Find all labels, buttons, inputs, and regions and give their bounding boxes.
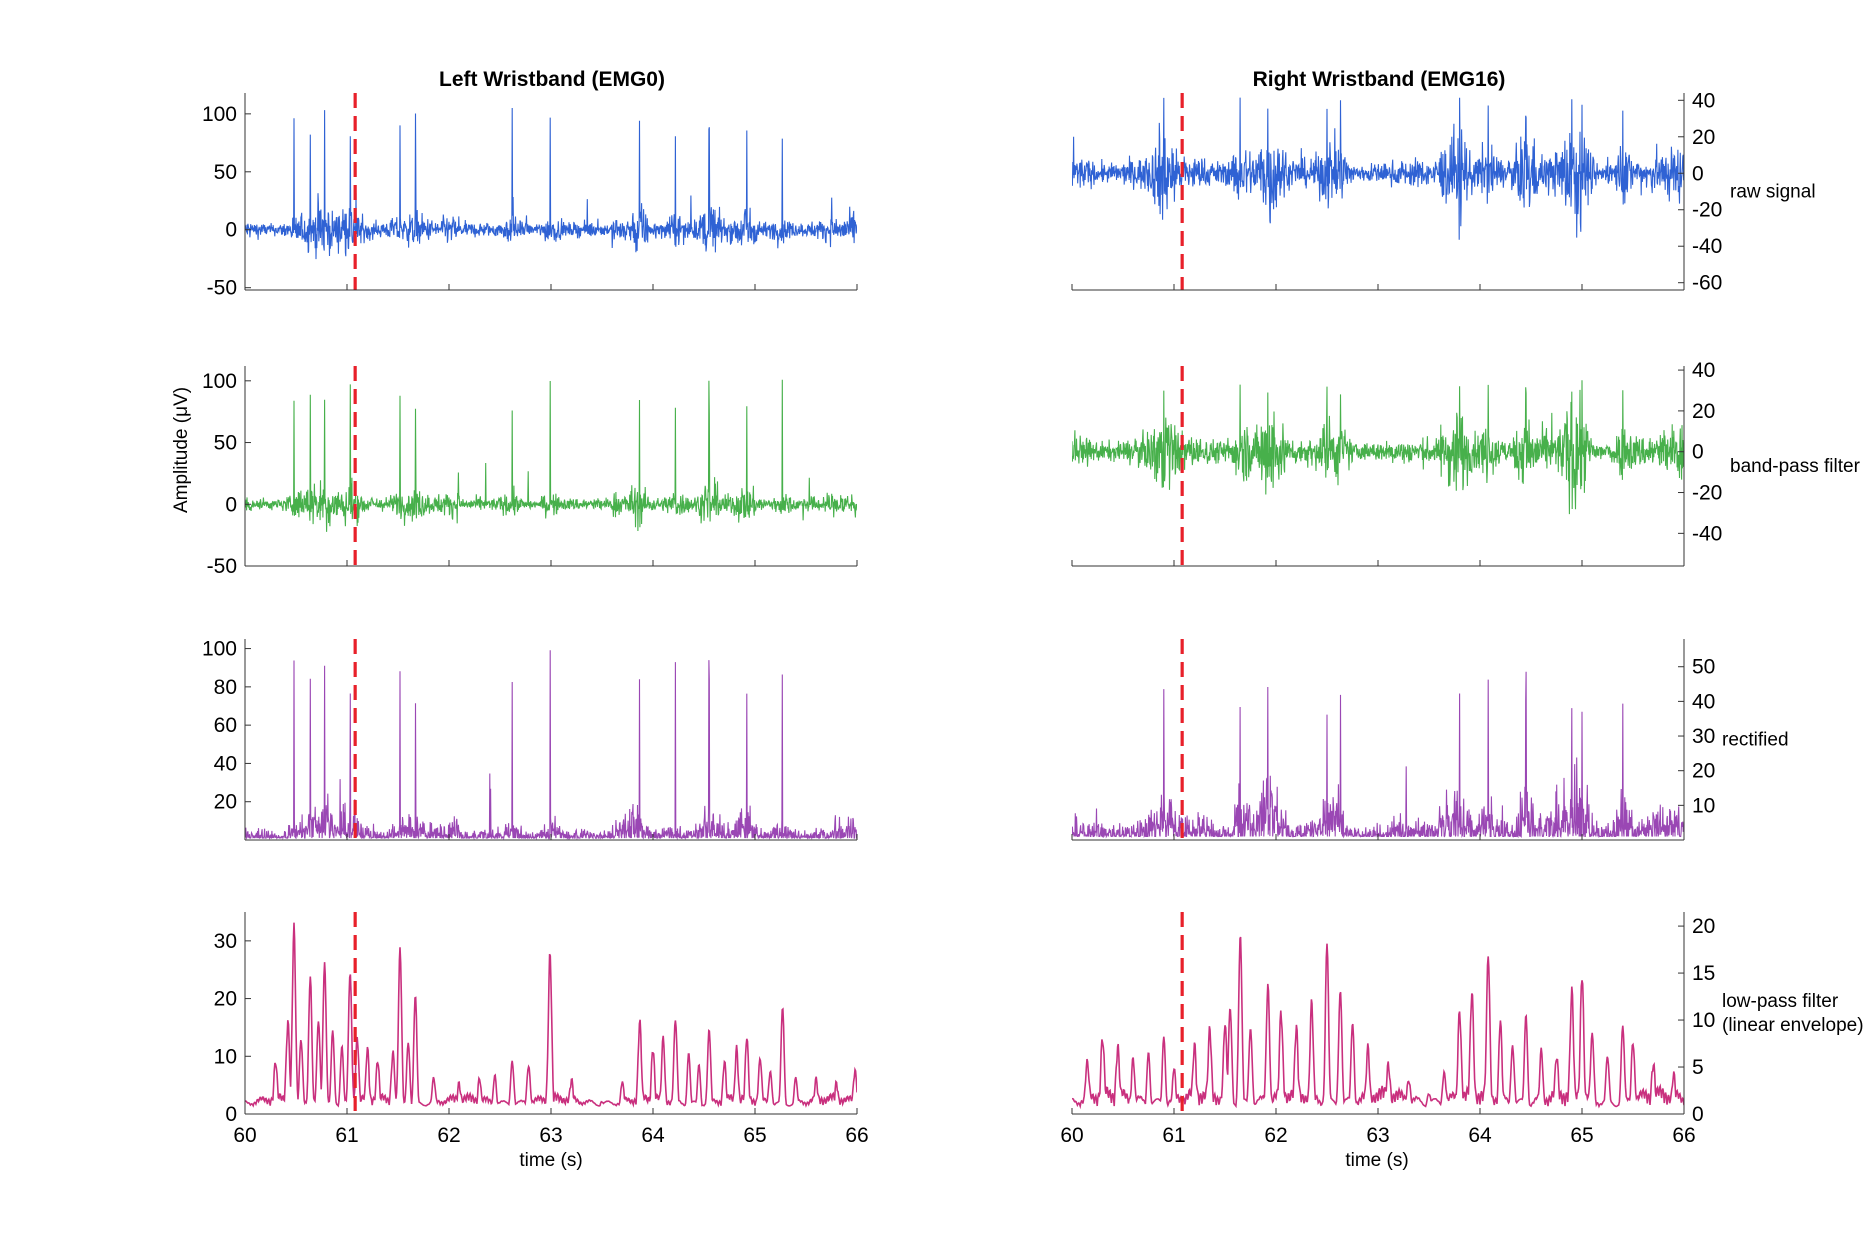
right-column-title: Right Wristband (EMG16)	[1253, 68, 1506, 91]
panel-right-4-signal-line	[1072, 936, 1684, 1110]
panel-left-2-y-tick-label-0: 0	[225, 493, 237, 516]
panel-left-1-y-tick-label-50: 50	[214, 161, 237, 184]
row-label-3: rectified	[1722, 730, 1789, 751]
panel-right-1-y-tick-label-0: 0	[1692, 162, 1704, 185]
left-column-title: Left Wristband (EMG0)	[439, 68, 665, 91]
panel-left-4-y-tick-label-30: 30	[214, 930, 237, 953]
panel-right-4-x-tick-label-63: 63	[1366, 1124, 1389, 1147]
panel-left-1-signal-line	[245, 107, 857, 260]
panel-right-3-y-tick-label-40: 40	[1692, 690, 1715, 713]
panel-right-1: -60 -40 -20 0 20 40 raw signal	[1071, 89, 1816, 295]
panel-right-2-y-tick-label-40: 40	[1692, 359, 1715, 382]
panel-right-4-x-tick-label-60: 60	[1060, 1124, 1083, 1147]
panel-left-4-x-tick-label-60: 60	[233, 1124, 256, 1147]
panel-left-2-signal-line	[245, 379, 857, 532]
panel-right-4-x-tick-label-62: 62	[1264, 1124, 1287, 1147]
panel-right-2: -40 -20 0 20 40 band-pass filter	[1071, 359, 1861, 567]
panel-right-4-x-tick-label-66: 66	[1672, 1124, 1695, 1147]
row-label-4-line-2: (linear envelope)	[1722, 1015, 1864, 1036]
panel-left-3-signal-line	[245, 650, 857, 841]
panel-left-4-y-tick-label-20: 20	[214, 988, 237, 1011]
panel-left-4: 60 61 62 63 64 65 66 0 10 20 30	[214, 912, 869, 1147]
panel-right-3-y-tick-label-20: 20	[1692, 760, 1715, 783]
panel-right-4-y-tick-label-15: 15	[1692, 962, 1715, 985]
panel-right-1-y-tick-label--60: -60	[1692, 272, 1722, 295]
panel-right-3-signal-line	[1072, 671, 1684, 839]
panel-right-4-y-tick-label-20: 20	[1692, 915, 1715, 938]
panel-left-4-x-tick-label-61: 61	[335, 1124, 358, 1147]
left-x-axis-label: time (s)	[519, 1150, 582, 1171]
panel-left-4-y-tick-label-0: 0	[225, 1103, 237, 1126]
panel-right-2-y-tick-label-0: 0	[1692, 441, 1704, 464]
panel-right-1-y-tick-label--20: -20	[1692, 199, 1722, 222]
panel-right-1-signal-line	[1072, 97, 1684, 240]
panel-right-4-x-tick-label-65: 65	[1570, 1124, 1593, 1147]
panel-left-4-x-tick-label-64: 64	[641, 1124, 665, 1147]
panel-right-2-y-tick-label--40: -40	[1692, 522, 1722, 545]
panel-left-4-y-tick-label-10: 10	[214, 1045, 237, 1068]
panel-right-3: 10 20 30 40 50 rectified	[1071, 639, 1789, 841]
panel-right-4-y-tick-label-0: 0	[1692, 1103, 1704, 1126]
panel-right-2-signal-line	[1072, 380, 1684, 515]
panel-right-3-y-tick-label-50: 50	[1692, 656, 1715, 679]
panel-left-3-y-tick-label-20: 20	[214, 791, 237, 814]
panel-left-4-x-tick-label-65: 65	[743, 1124, 766, 1147]
panel-left-4-signal-line	[245, 922, 857, 1108]
panel-right-3-y-tick-label-30: 30	[1692, 725, 1715, 748]
panel-right-1-y-tick-label--40: -40	[1692, 235, 1722, 258]
panel-right-2-y-tick-label--20: -20	[1692, 482, 1722, 505]
panel-left-2-y-tick-label--50: -50	[207, 555, 237, 578]
panel-left-3-y-tick-label-80: 80	[214, 676, 237, 699]
panel-left-3-y-tick-label-60: 60	[214, 714, 237, 737]
panel-right-4-y-tick-label-5: 5	[1692, 1056, 1704, 1079]
y-axis-label: Amplitude (μV)	[171, 387, 192, 513]
panel-right-2-y-tick-label-20: 20	[1692, 400, 1715, 423]
panel-right-4-y-tick-label-10: 10	[1692, 1009, 1715, 1032]
panel-left-1: -50 0 50 100	[202, 93, 858, 300]
panel-left-1-y-tick-label-0: 0	[225, 219, 237, 242]
panel-left-2-y-tick-label-50: 50	[214, 432, 237, 455]
panel-right-4: 60 61 62 63 64 65 660 5 10 15 20 low-pass filter (li…	[1060, 912, 1864, 1147]
panel-left-1-y-tick-label-100: 100	[202, 103, 237, 126]
panel-right-4-x-tick-label-61: 61	[1162, 1124, 1185, 1147]
panel-left-3-y-tick-label-40: 40	[214, 752, 237, 775]
row-label-4-line-1: low-pass filter	[1722, 991, 1839, 1012]
panel-right-3-y-tick-label-10: 10	[1692, 794, 1715, 817]
panel-right-4-x-tick-label-64: 64	[1468, 1124, 1492, 1147]
panel-left-2-y-tick-label-100: 100	[202, 370, 237, 393]
right-x-axis-label: time (s)	[1345, 1150, 1408, 1171]
panel-left-2: -50 0 50 100	[202, 366, 858, 578]
row-label-1: raw signal	[1730, 182, 1816, 203]
panel-right-1-y-tick-label-20: 20	[1692, 126, 1715, 149]
panel-left-3: 20 40 60 80 100	[202, 638, 858, 841]
panel-left-4-x-tick-label-62: 62	[437, 1124, 460, 1147]
panel-right-1-y-tick-label-40: 40	[1692, 89, 1715, 112]
row-label-2: band-pass filter	[1730, 456, 1861, 477]
panel-left-4-x-tick-label-63: 63	[539, 1124, 562, 1147]
panel-left-1-y-tick-label--50: -50	[207, 277, 237, 300]
panel-left-4-x-tick-label-66: 66	[845, 1124, 868, 1147]
panel-left-3-y-tick-label-100: 100	[202, 638, 237, 661]
